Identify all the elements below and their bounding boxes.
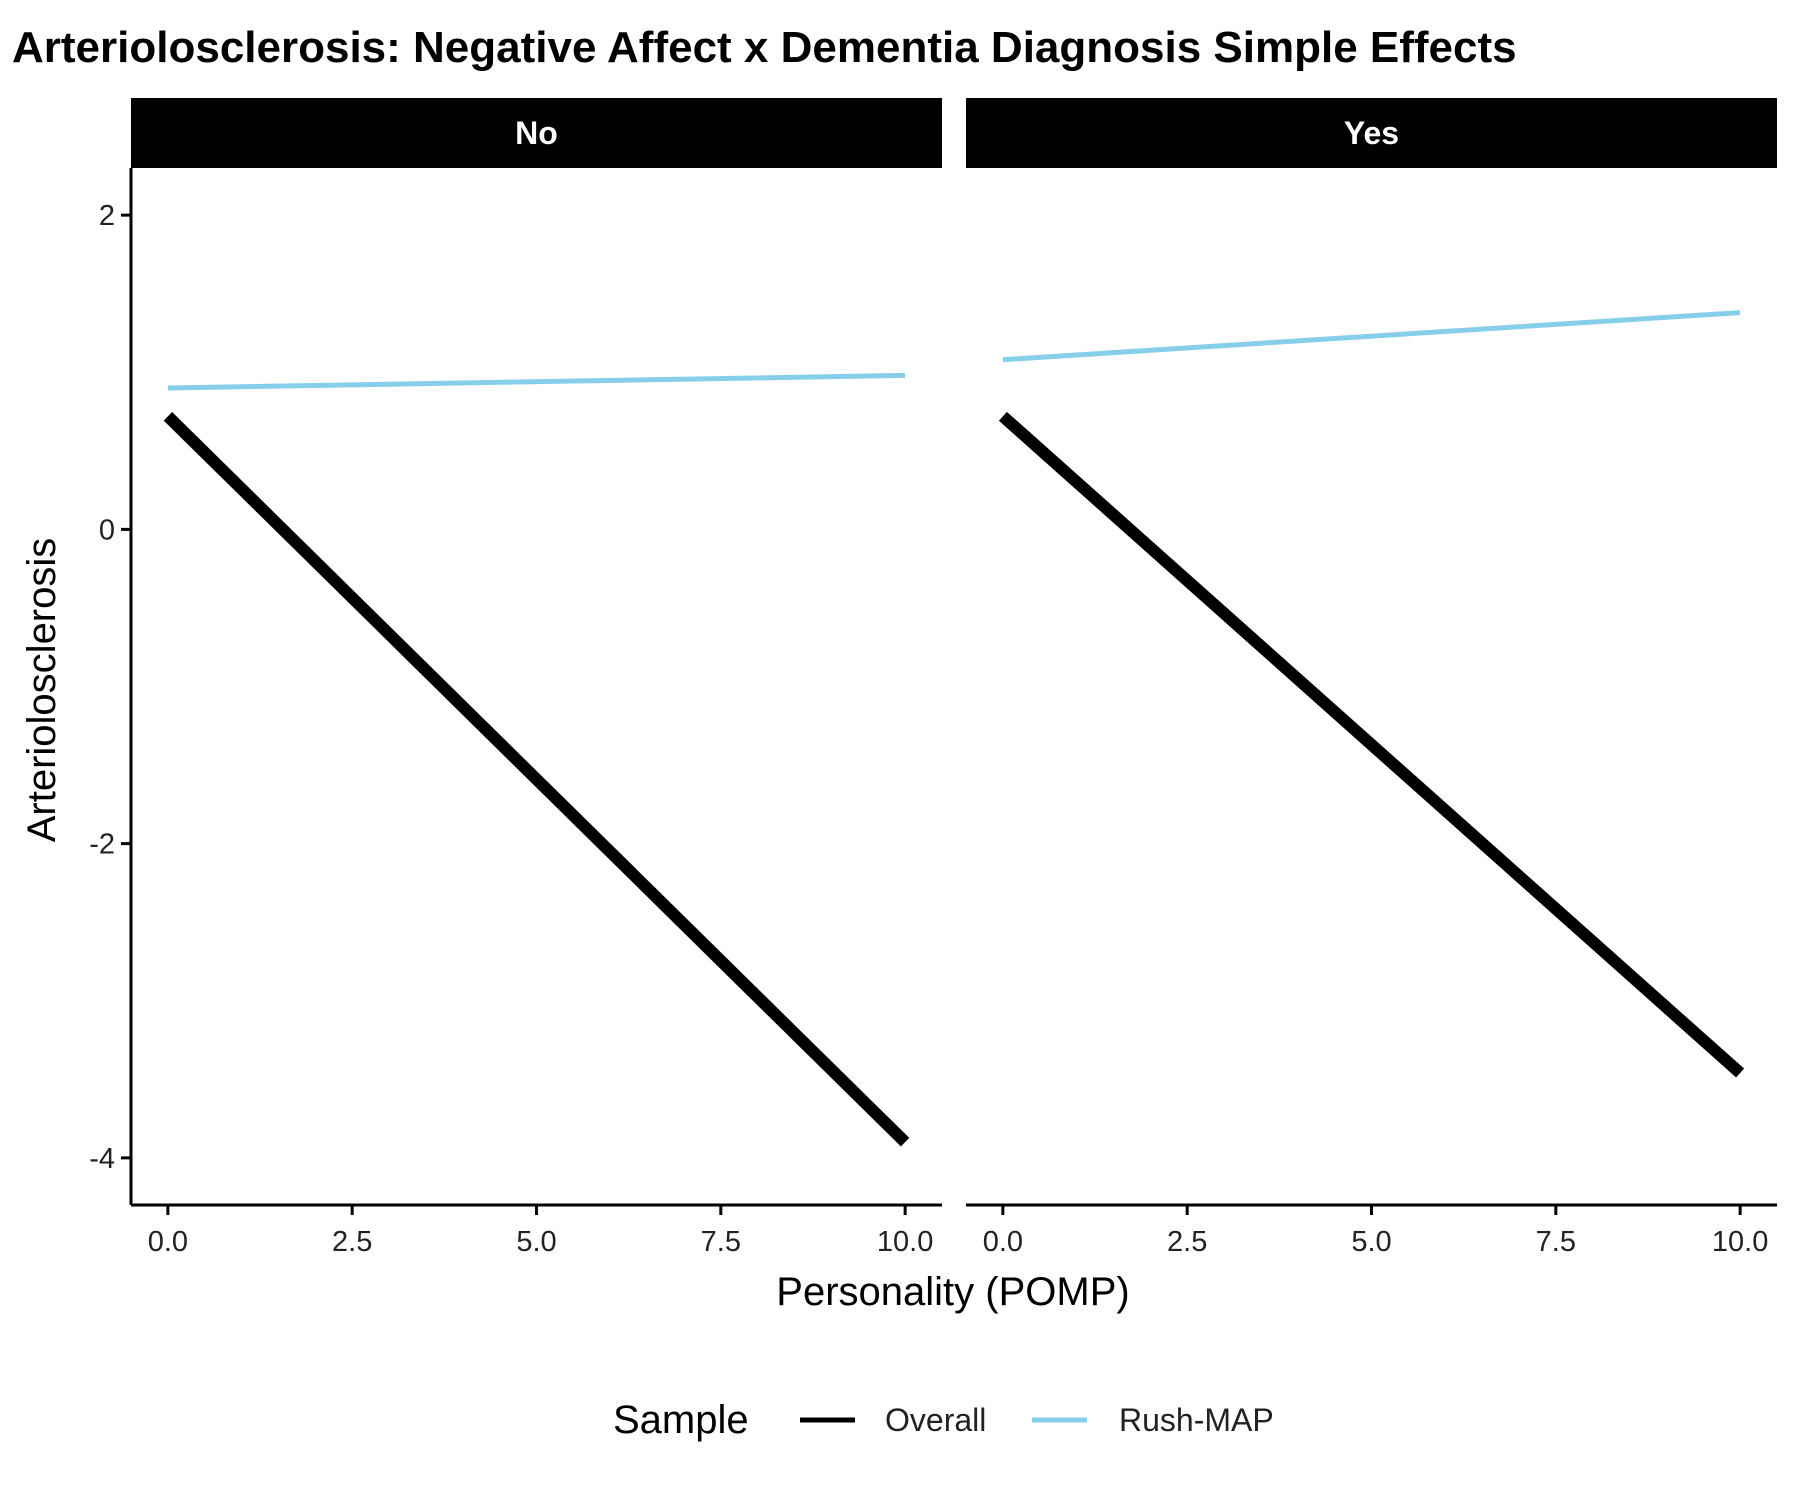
facet-panels: No 0.0 2.5 5.0 7.5 10.0 -4 -2 0 2 Yes 0.0 2.5 5.0 7.5 1… xyxy=(89,98,1777,1258)
y-tick-label: -4 xyxy=(89,1143,115,1175)
y-tick-label: -2 xyxy=(89,829,115,861)
facet-strip-label: Yes xyxy=(1344,115,1399,151)
x-axis-label: Personality (POMP) xyxy=(776,1270,1129,1314)
series-line-overall xyxy=(163,412,910,1147)
legend-title: Sample xyxy=(613,1398,749,1442)
x-tick-label: 5.0 xyxy=(1351,1226,1391,1258)
series-line-overall xyxy=(998,411,1745,1078)
x-tick-label: 7.5 xyxy=(701,1226,741,1258)
legend: Sample Overall Rush-MAP xyxy=(613,1398,1274,1442)
x-tick-label: 10.0 xyxy=(1712,1226,1768,1258)
y-axis-label: Arteriolosclerosis xyxy=(20,538,64,843)
x-tick-label: 0.0 xyxy=(148,1226,188,1258)
x-tick-label: 2.5 xyxy=(332,1226,372,1258)
x-tick-label: 0.0 xyxy=(983,1226,1023,1258)
x-tick-label: 7.5 xyxy=(1536,1226,1576,1258)
x-tick-label: 2.5 xyxy=(1167,1226,1207,1258)
legend-label: Overall xyxy=(885,1402,986,1438)
legend-item-rush-map: Rush-MAP xyxy=(1032,1402,1274,1438)
facet-strip-label: No xyxy=(515,115,558,151)
panel-yes: Yes 0.0 2.5 5.0 7.5 10.0 xyxy=(966,98,1777,1258)
y-tick-label: 0 xyxy=(99,514,115,546)
x-tick-label: 5.0 xyxy=(516,1226,556,1258)
series-line-rush-map xyxy=(167,372,906,391)
legend-item-overall: Overall xyxy=(800,1402,986,1438)
legend-label: Rush-MAP xyxy=(1119,1402,1274,1438)
series-line-rush-map xyxy=(1002,310,1741,363)
facet-strip xyxy=(131,98,942,168)
panel-no: No 0.0 2.5 5.0 7.5 10.0 -4 -2 0 2 xyxy=(89,98,942,1258)
chart-title: Arteriolosclerosis: Negative Affect x De… xyxy=(12,23,1517,72)
x-tick-label: 10.0 xyxy=(877,1226,933,1258)
facet-strip xyxy=(966,98,1777,168)
y-tick-label: 2 xyxy=(99,200,115,232)
